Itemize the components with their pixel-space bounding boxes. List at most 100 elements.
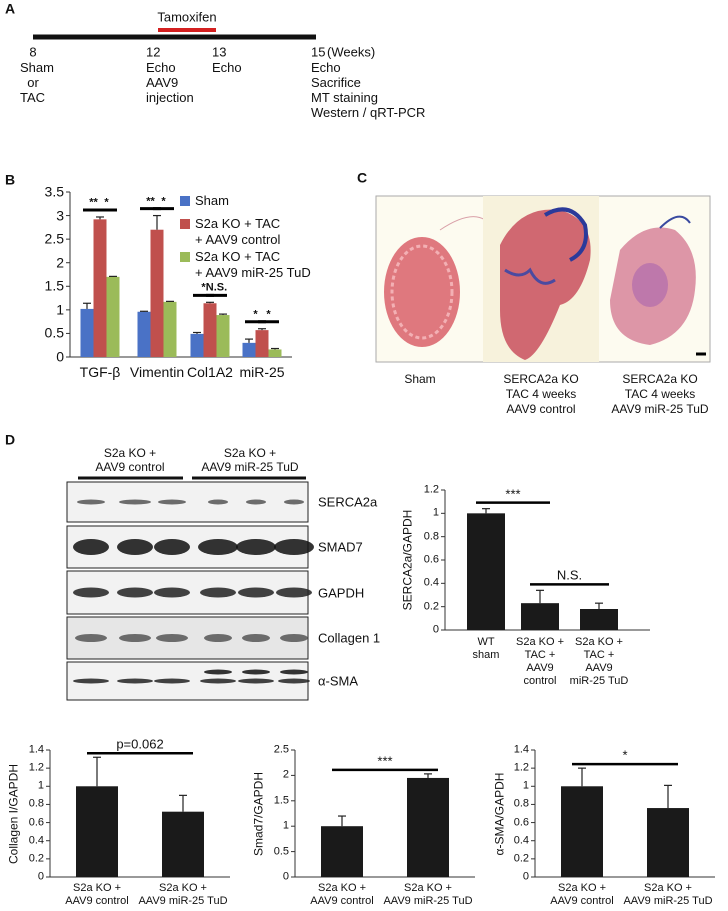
fibrosis	[504, 267, 556, 285]
error-bar	[153, 214, 161, 230]
bar	[163, 301, 177, 357]
bar	[521, 603, 559, 630]
legend-label: S2a KO + TAC + AAV9 miR-25 TuD	[195, 249, 311, 280]
y-tick-label: 1.2	[513, 761, 529, 774]
caption: Sham	[404, 372, 436, 386]
blot-band	[238, 678, 274, 684]
error-bar	[206, 301, 214, 304]
x-tick-label: S2a KO + AAV9 control	[65, 882, 129, 907]
blot-band	[284, 499, 304, 505]
x-tick-label: miR-25	[239, 364, 285, 380]
y-tick-label: 1	[37, 779, 44, 792]
significance-label: *	[161, 195, 166, 208]
significance-label: *	[266, 308, 271, 321]
blot-band	[236, 539, 276, 555]
y-tick-label: 0.8	[28, 797, 44, 810]
bar	[137, 311, 151, 357]
y-tick-label: 1	[522, 779, 529, 792]
legend-swatch	[180, 196, 190, 206]
treatment-label: Tamoxifen	[157, 9, 217, 25]
blot-band	[117, 587, 153, 598]
error-bar	[595, 602, 603, 609]
y-tick-label: 0.5	[273, 845, 289, 858]
blot-label: Collagen 1	[318, 630, 381, 646]
y-tick-label: 0.2	[28, 852, 44, 865]
x-tick-label: S2a KO + AAV9 control	[310, 882, 374, 907]
blot-band	[246, 499, 266, 505]
fibrosis	[659, 215, 691, 229]
y-tick-label: 0.2	[423, 600, 439, 613]
y-tick-label: 0.5	[44, 324, 64, 341]
bar	[203, 303, 217, 357]
section	[384, 237, 460, 347]
y-tick-label: 3	[56, 207, 64, 224]
bar	[106, 276, 120, 357]
x-tick-label: Col1A2	[187, 364, 233, 380]
significance-label: N.S.	[205, 281, 228, 294]
error-bar	[424, 773, 432, 778]
y-tick-label: 1	[282, 819, 289, 832]
significance-label: N.S.	[556, 567, 583, 583]
blot-band	[280, 634, 308, 642]
blot-band	[198, 539, 238, 555]
x-tick-label: S2a KO + AAV9 miR-25 TuD	[383, 882, 473, 907]
y-tick-label: 0	[56, 348, 64, 365]
y-axis-label: SERCA2a/GAPDH	[400, 509, 415, 611]
blot-label: SERCA2a	[318, 494, 378, 510]
blot-band	[156, 634, 188, 642]
bar	[268, 349, 282, 357]
blot-band	[158, 499, 186, 505]
week-label: 8	[29, 44, 37, 60]
y-tick-label: 0	[37, 870, 44, 883]
error-bar	[271, 347, 279, 350]
blot-band	[204, 669, 232, 675]
x-tick-label: S2a KO + AAV9 control	[550, 882, 614, 907]
legend-swatch	[180, 252, 190, 262]
legend-label: Sham	[195, 193, 229, 208]
panel-label: A	[5, 0, 16, 17]
error-bar	[245, 338, 253, 343]
event-label: Echo Sacrifice MT staining Western / qRT…	[311, 60, 426, 120]
blot-label: α-SMA	[318, 673, 359, 689]
y-tick-label: 2.5	[273, 743, 289, 756]
legend-label: S2a KO + TAC + AAV9 control	[195, 216, 281, 247]
y-tick-label: 3.5	[44, 183, 64, 200]
blot-band	[75, 634, 107, 642]
bar	[216, 315, 230, 357]
x-tick-label: S2a KO + TAC + AAV9 control	[515, 636, 565, 687]
fibrosis	[632, 263, 668, 307]
blot-band	[204, 634, 232, 642]
bar	[150, 229, 164, 357]
x-tick-label: S2a KO + AAV9 miR-25 TuD	[623, 882, 713, 907]
y-tick-label: 2.5	[44, 230, 64, 247]
blot-band	[278, 678, 310, 684]
blot-band	[119, 499, 151, 505]
significance-label: **	[146, 195, 155, 208]
panel-label: D	[5, 431, 16, 448]
blot-label: SMAD7	[318, 539, 363, 555]
event-label: Echo	[212, 60, 242, 75]
week-label: 15	[311, 44, 326, 60]
histology	[375, 195, 711, 363]
y-tick-label: 1.2	[423, 483, 439, 496]
blot-label: GAPDH	[318, 585, 365, 600]
unit-label: (Weeks)	[327, 44, 376, 60]
significance-label: *	[253, 308, 258, 321]
blot-band	[242, 669, 270, 675]
bar	[561, 786, 603, 877]
y-tick-label: 1	[432, 506, 439, 519]
bar	[647, 808, 689, 877]
bar	[242, 342, 256, 357]
y-tick-label: 0.2	[513, 852, 529, 865]
blot-band	[73, 678, 109, 684]
blot-band	[154, 678, 190, 684]
x-tick-label: WT sham	[472, 636, 500, 661]
error-bar	[83, 302, 91, 309]
blot-band	[280, 669, 308, 675]
y-tick-label: 0	[432, 623, 439, 636]
bar	[467, 513, 505, 630]
week-label: 12	[146, 44, 161, 60]
y-tick-label: 0.4	[513, 834, 529, 847]
y-tick-label: 0	[282, 870, 289, 883]
